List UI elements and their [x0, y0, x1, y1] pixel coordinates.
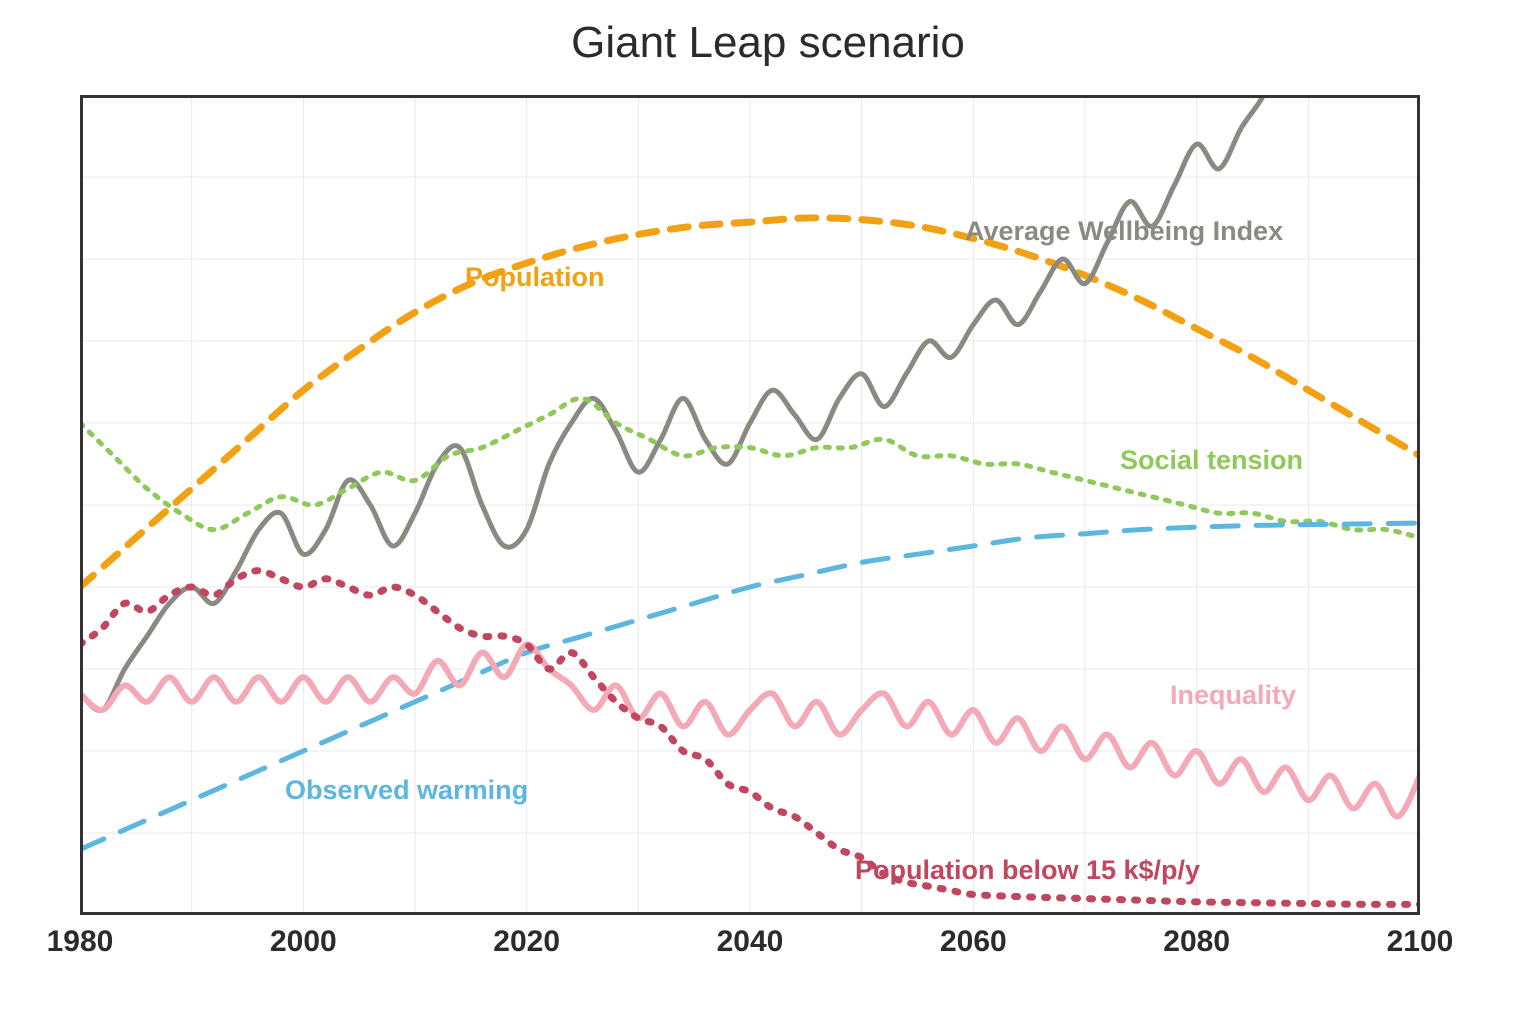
series-label-inequality: Inequality — [1170, 680, 1296, 711]
series-label-observed_warming: Observed warming — [285, 775, 528, 806]
series-label-population: Population — [465, 262, 604, 293]
x-tick-label: 2040 — [717, 925, 784, 959]
x-tick-label: 2080 — [1163, 925, 1230, 959]
x-tick-label: 1980 — [47, 925, 114, 959]
chart-title: Giant Leap scenario — [0, 18, 1536, 68]
chart-container: Giant Leap scenario 1980 2000 2020 2040 2060… — [0, 0, 1536, 1026]
x-tick-label: 2060 — [940, 925, 1007, 959]
x-axis-labels: 1980200020202040206020802100 — [80, 925, 1420, 965]
x-tick-label: 2020 — [493, 925, 560, 959]
x-tick-label: 2000 — [270, 925, 337, 959]
series-label-social_tension: Social tension — [1120, 445, 1303, 476]
series-label-wellbeing: Average Wellbeing Index — [965, 216, 1283, 247]
series-label-pop_below_15k: Population below 15 k$/p/y — [855, 855, 1200, 886]
x-tick-label: 2100 — [1387, 925, 1454, 959]
series-wellbeing — [80, 95, 1286, 711]
